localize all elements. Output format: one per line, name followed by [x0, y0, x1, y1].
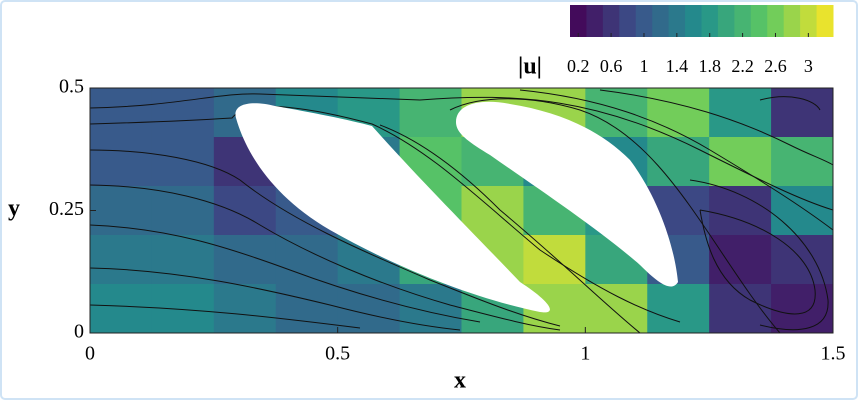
streamline: [689, 179, 829, 331]
field-cell: [647, 137, 710, 187]
colorbar-band: [701, 5, 719, 37]
airfoil: [235, 103, 550, 313]
colorbar-band: [570, 5, 587, 37]
field-cell: [90, 186, 153, 236]
colorbar-tick-label: 1.4: [666, 56, 689, 76]
streamline: [90, 304, 361, 329]
field-cell: [399, 88, 462, 138]
colorbar-label: |u|: [518, 54, 542, 80]
field-cell: [90, 137, 153, 187]
field-cell: [151, 137, 215, 187]
colorbar-tick-label: 1: [639, 56, 648, 76]
streamline: [90, 184, 561, 331]
field-cell: [771, 137, 833, 187]
colorbar-band: [685, 5, 702, 37]
field-cell: [647, 284, 710, 333]
streamline: [90, 267, 461, 331]
streamline: [90, 106, 681, 323]
field-cell: [90, 88, 153, 138]
colorbar-band: [602, 5, 620, 37]
field-cell: [585, 284, 648, 333]
colorbar-tick-label: 2.2: [731, 56, 754, 76]
field-cell: [709, 137, 772, 187]
colorbar-band: [734, 5, 752, 37]
colorbar-band: [800, 5, 818, 37]
colorbar-band: [668, 5, 686, 37]
x-tick-label: 0: [85, 343, 95, 365]
field-cell: [151, 88, 215, 138]
field-cell: [709, 88, 772, 138]
colorbar-band: [652, 5, 670, 37]
x-tick-label: 1.5: [821, 343, 846, 365]
x-tick-label: 0.5: [325, 343, 350, 365]
streamline: [90, 149, 561, 327]
colorbar-band: [619, 5, 637, 37]
colorbar-band: [635, 5, 653, 37]
field-cell: [585, 88, 648, 138]
field-cell: [771, 88, 833, 138]
y-tick-label: 0.5: [59, 76, 84, 98]
y-axis-label: y: [8, 196, 20, 222]
field-cell: [709, 235, 772, 285]
field-cell: [709, 186, 772, 236]
field-cell: [647, 88, 710, 138]
field-cell: [275, 235, 339, 285]
airfoil: [456, 101, 678, 287]
colorbar-tick-label: 1.8: [698, 56, 721, 76]
field-cell: [90, 235, 153, 285]
field-cell: [275, 284, 339, 333]
field-cell: [213, 235, 277, 285]
colorbar-band: [750, 5, 768, 37]
x-tick-label: 1: [580, 343, 590, 365]
streamline: [599, 89, 833, 166]
colorbar-band: [816, 5, 834, 37]
colorbar-band: [717, 5, 735, 37]
y-tick-label: 0.25: [49, 198, 84, 220]
field-cell: [151, 186, 215, 236]
y-tick-label: 0: [74, 321, 84, 343]
field-cell: [151, 235, 215, 285]
field-cell: [337, 284, 401, 333]
streamline: [90, 93, 833, 211]
field-cell: [151, 284, 215, 333]
streamline: [699, 209, 816, 315]
streamlines: [90, 89, 833, 333]
field-cell: [213, 284, 277, 333]
streamline: [519, 89, 833, 231]
streamline: [759, 96, 821, 111]
streamline: [449, 98, 781, 333]
x-axis-label: x: [454, 368, 466, 394]
colorbar-band: [586, 5, 604, 37]
streamline: [90, 224, 481, 323]
field-cell: [709, 284, 772, 333]
streamline: [379, 124, 641, 333]
field-cell: [771, 284, 833, 333]
colorbar-tick-label: 2.6: [764, 56, 787, 76]
field-cell: [213, 186, 277, 236]
colorbar-band: [767, 5, 785, 37]
field-cell: [90, 284, 153, 333]
colorbar-band: [783, 5, 801, 37]
colorbar-tick-label: 3: [804, 56, 813, 76]
colorbar-tick-label: 0.2: [567, 56, 590, 76]
colorbar-tick-label: 0.6: [600, 56, 623, 76]
